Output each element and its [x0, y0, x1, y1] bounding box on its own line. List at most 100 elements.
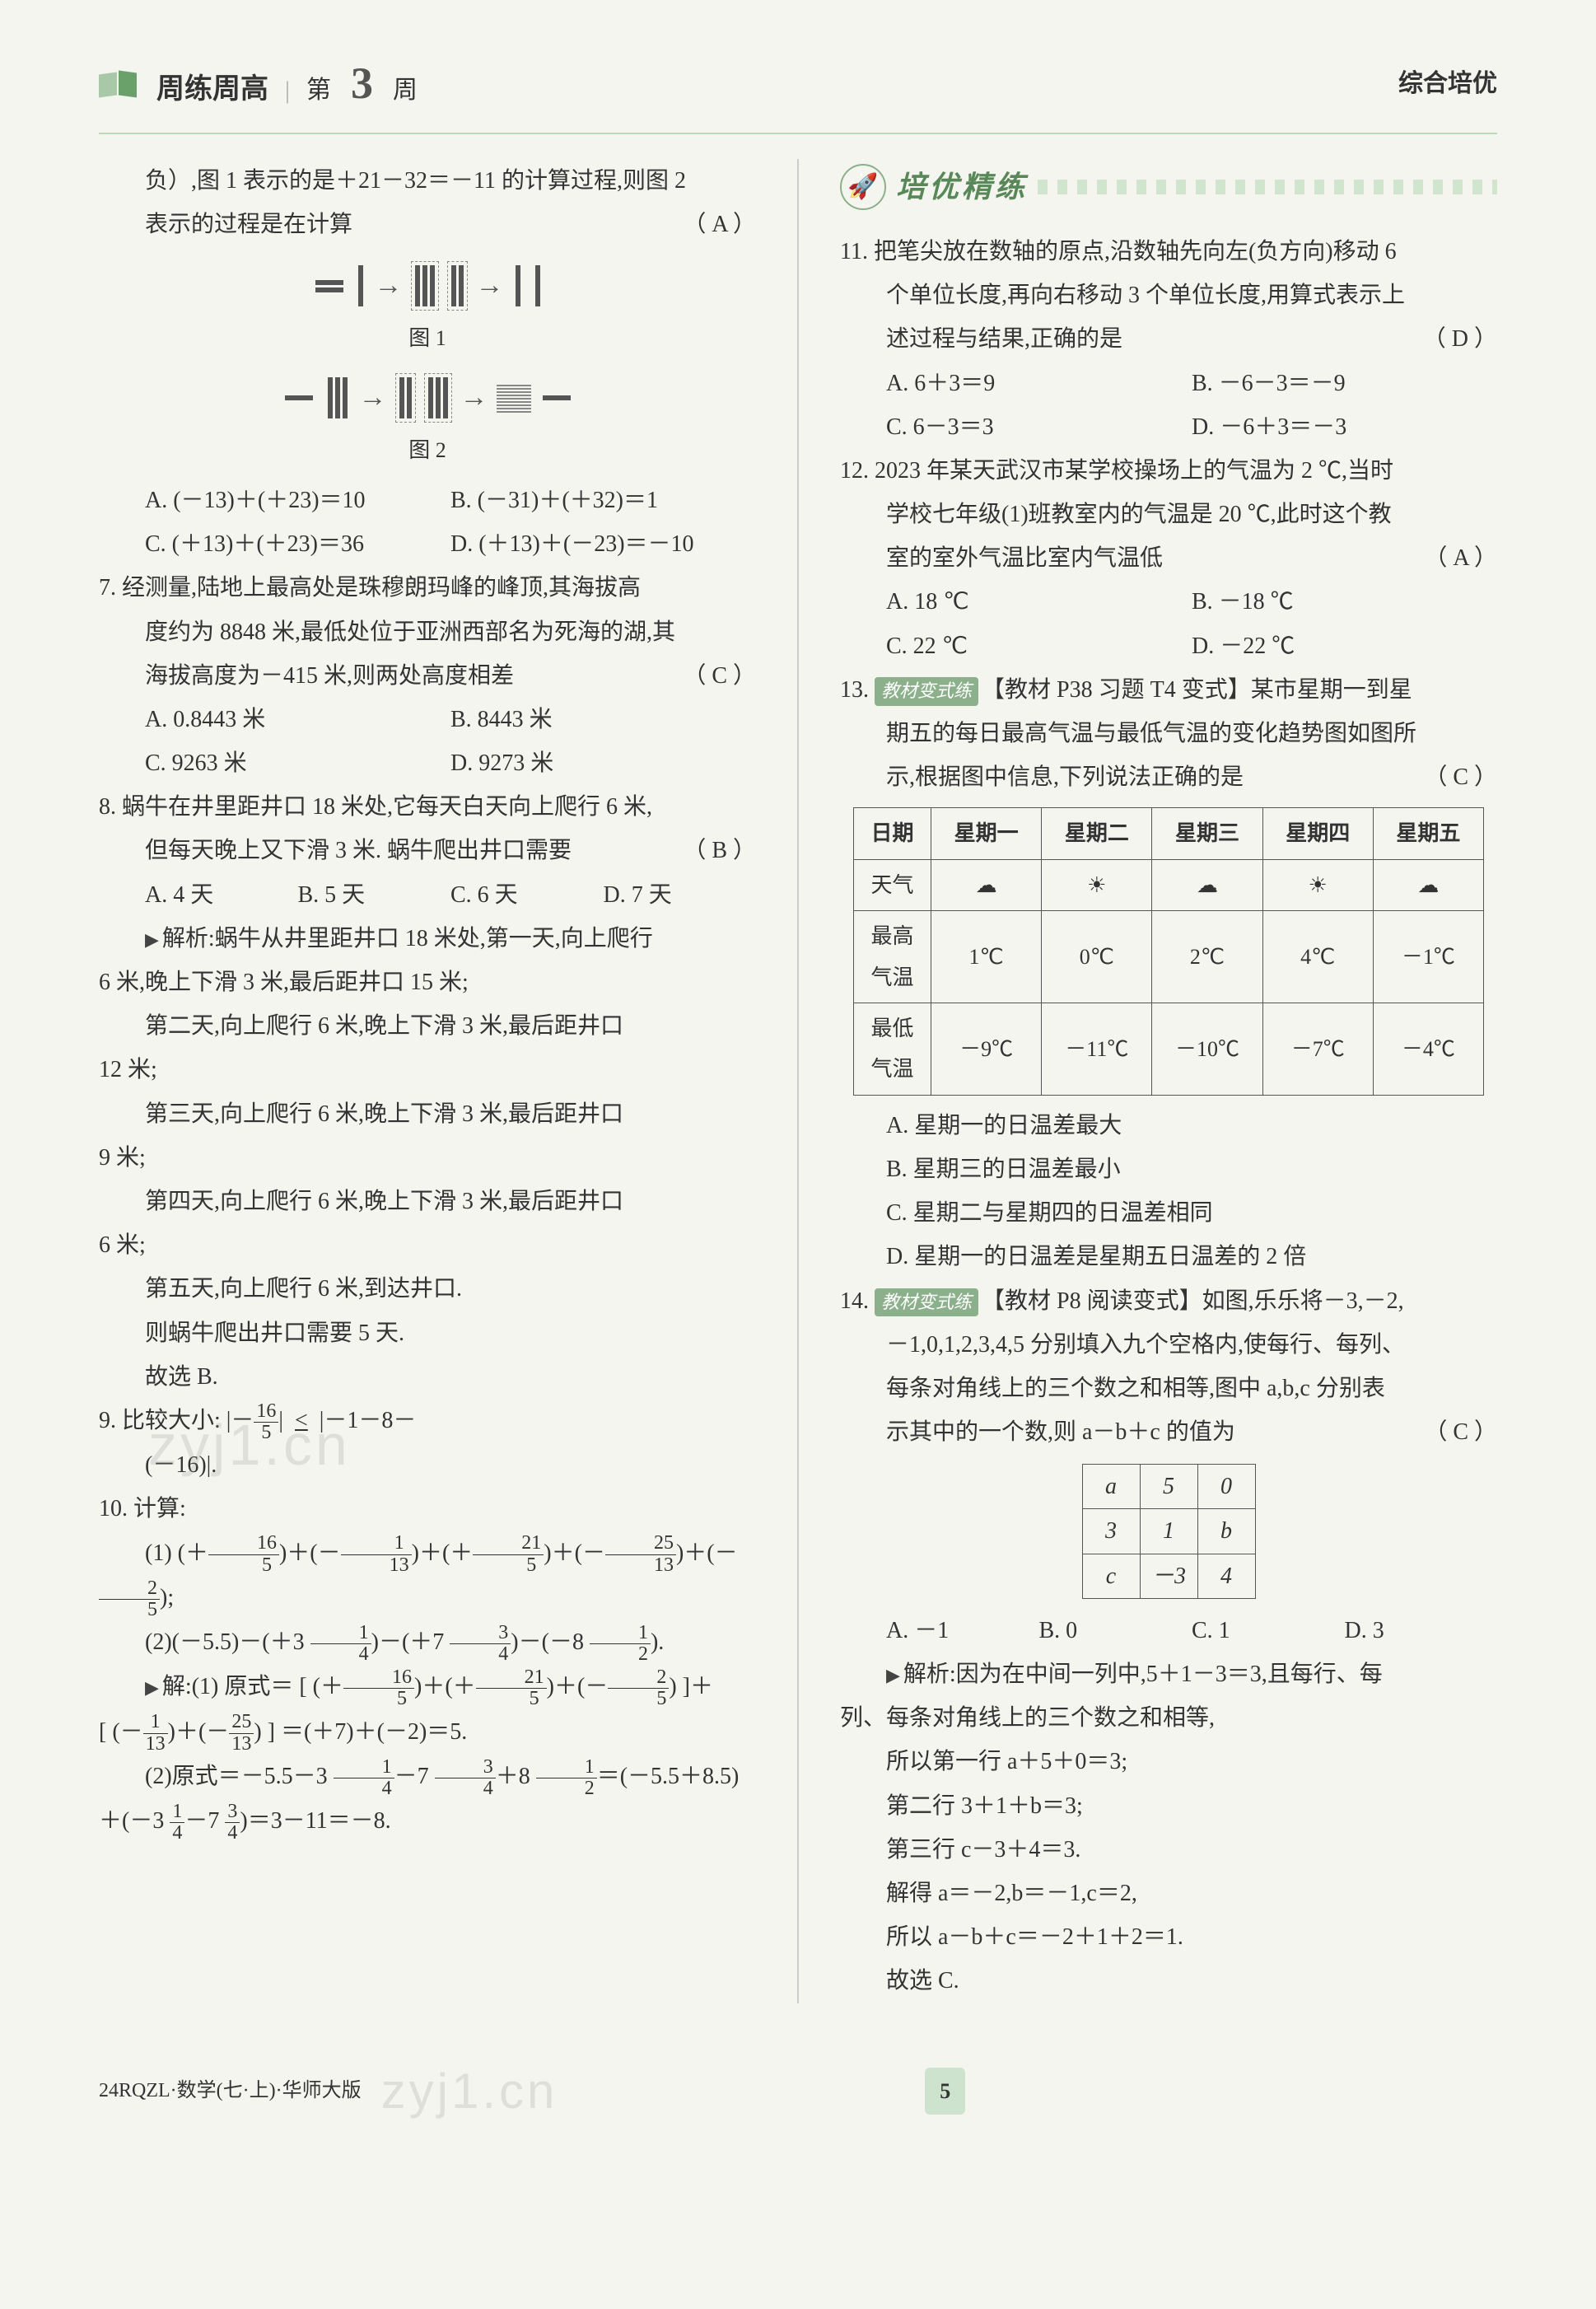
q14-answer: （ C ）	[1378, 1410, 1497, 1454]
cell: c	[1082, 1554, 1140, 1598]
q14-sol-label: 解析:	[903, 1662, 956, 1687]
wx-icon: ☁	[1152, 859, 1262, 910]
q10-p2: (2)(－5.5)－(＋3 14)－(＋7 34)－(－8 12).	[99, 1620, 756, 1665]
q13-src: 【教材 P38 习题 T4 变式】某市星期一到星	[982, 677, 1412, 703]
fig2-label: 图 2	[99, 430, 756, 470]
q11-answer: （ D ）	[1377, 317, 1497, 361]
q13-answer: （ C ）	[1378, 755, 1497, 799]
q11-line1: 11. 把笔尖放在数轴的原点,沿数轴先向左(负方向)移动 6	[840, 230, 1497, 273]
variant-tag: 教材变式练	[875, 1288, 978, 1317]
q10-sol-4: ＋(－3 14－7 34)＝3－11＝－8.	[99, 1799, 756, 1844]
th-d1: 星期一	[931, 808, 1042, 859]
q6-opt-b: B. (－31)＋(＋32)＝1	[450, 479, 756, 522]
q8-s1: 蜗牛从井里距井口 18 米处,第一天,向上爬行	[215, 926, 653, 951]
q10-p1: (1) (＋165)＋(－113)＋(＋215)＋(－2513)＋(－25);	[99, 1531, 756, 1621]
q8-line1: 8. 蜗牛在井里距井口 18 米处,它每天白天向上爬行 6 米,	[99, 785, 756, 829]
q14-line1: 14. 教材变式练【教材 P8 阅读变式】如图,乐乐将－3,－2,	[840, 1279, 1497, 1323]
q14-s7: 所以 a－b＋c＝－2＋1＋2＝1.	[840, 1915, 1497, 1959]
cell: 1	[1140, 1509, 1197, 1554]
q14-opt-b: B. 0	[1039, 1609, 1192, 1652]
section-title: 培优精练	[896, 159, 1028, 215]
row-high-label: 最高 气温	[853, 911, 931, 1003]
q13-opt-b: B. 星期三的日温差最小	[840, 1147, 1497, 1191]
q7-opt-b: B. 8443 米	[450, 698, 756, 741]
cell: 0	[1197, 1465, 1255, 1509]
header-left: 周练周高 | 第 3 周	[99, 41, 418, 126]
q6-answer: （ A ）	[637, 203, 756, 246]
q14-s5: 第三行 c－3＋4＝3.	[840, 1828, 1497, 1872]
weather-table: 日期 星期一 星期二 星期三 星期四 星期五 天气 ☁ ☀ ☁ ☀ ☁ 最高 气…	[853, 807, 1484, 1095]
th-d2: 星期二	[1042, 808, 1152, 859]
q12-line3: 室的室外气温比室内气温低 （ A ）	[840, 536, 1497, 580]
q13-line1: 13. 教材变式练【教材 P38 习题 T4 变式】某市星期一到星	[840, 668, 1497, 712]
q8-line2: 但每天晚上又下滑 3 米. 蜗牛爬出井口需要 （ B ）	[99, 829, 756, 872]
th-d5: 星期五	[1373, 808, 1483, 859]
q11-opt-c: C. 6－3＝3	[886, 405, 1192, 449]
q14-s6: 解得 a＝－2,b＝－1,c＝2,	[840, 1872, 1497, 1915]
q12-answer: （ A ）	[1378, 536, 1497, 580]
cell: 5	[1140, 1465, 1197, 1509]
q7-line3: 海拔高度为－415 米,则两处高度相差 （ C ）	[99, 654, 756, 698]
q8-answer: （ B ）	[637, 829, 756, 872]
q13-opt-a: A. 星期一的日温差最大	[840, 1104, 1497, 1147]
wx-icon: ☀	[1042, 859, 1152, 910]
week-prefix: 第	[306, 67, 331, 114]
section-header: 🚀 培优精练	[840, 159, 1497, 215]
solve-arrow-icon	[145, 1674, 162, 1699]
q7-opt-d: D. 9273 米	[450, 741, 756, 785]
q8-s3: 第二天,向上爬行 6 米,晚上下滑 3 米,最后距井口	[99, 1004, 756, 1048]
lo-cell: －7℃	[1262, 1003, 1373, 1095]
q14-src: 【教材 P8 阅读变式】如图,乐乐将－3,－2,	[982, 1288, 1404, 1314]
cell: b	[1197, 1509, 1255, 1554]
header-divider: |	[285, 67, 290, 114]
q14-stem-tail: 示其中的一个数,则 a－b＋c 的值为	[886, 1419, 1235, 1445]
variant-tag: 教材变式练	[875, 677, 978, 706]
q11-line3: 述过程与结果,正确的是 （ D ）	[840, 317, 1497, 361]
q7-line1: 7. 经测量,陆地上最高处是珠穆朗玛峰的峰顶,其海拔高	[99, 566, 756, 610]
q14-line4: 示其中的一个数,则 a－b＋c 的值为 （ C ）	[840, 1410, 1497, 1454]
hi-cell: －1℃	[1373, 911, 1483, 1003]
q13-opt-c: C. 星期二与星期四的日温差相同	[840, 1191, 1497, 1235]
q8-stem-tail: 但每天晚上又下滑 3 米. 蜗牛爬出井口需要	[145, 838, 572, 863]
q14-line2: －1,0,1,2,3,4,5 分别填入九个空格内,使每行、每列、	[840, 1323, 1497, 1367]
q8-s2: 6 米,晚上下滑 3 米,最后距井口 15 米;	[99, 961, 756, 1004]
q11-stem-tail: 述过程与结果,正确的是	[886, 326, 1122, 352]
q14-opt-a: A. －1	[886, 1609, 1039, 1652]
hi-cell: 1℃	[931, 911, 1042, 1003]
right-column: 🚀 培优精练 11. 把笔尖放在数轴的原点,沿数轴先向左(负方向)移动 6 个单…	[840, 159, 1497, 2003]
row-low-label: 最低 气温	[853, 1003, 931, 1095]
q12-stem-tail: 室的室外气温比室内气温低	[886, 545, 1163, 571]
rocket-icon: 🚀	[840, 164, 886, 210]
header-right: 综合培优	[1398, 60, 1497, 107]
watermark: zyj1.cn	[148, 1391, 351, 1500]
q13-stem-tail: 示,根据图中信息,下列说法正确的是	[886, 764, 1244, 790]
q6-stem-tail: 表示的过程是在计算	[145, 212, 352, 237]
q7-line2: 度约为 8848 米,最低处位于亚洲西部名为死海的湖,其	[99, 610, 756, 654]
q8-opt-b: B. 5 天	[298, 873, 451, 917]
cell: 4	[1197, 1554, 1255, 1598]
q12-opt-c: C. 22 ℃	[886, 624, 1192, 668]
lo-cell: －9℃	[931, 1003, 1042, 1095]
left-column: 负）,图 1 表示的是＋21－32＝－11 的计算过程,则图 2 表示的过程是在…	[99, 159, 756, 2003]
q7-answer: （ C ）	[637, 654, 756, 698]
q11-line2: 个单位长度,再向右移动 3 个单位长度,用算式表示上	[840, 273, 1497, 317]
th-d3: 星期三	[1152, 808, 1262, 859]
q13-num: 13.	[840, 677, 869, 703]
hi-cell: 2℃	[1152, 911, 1262, 1003]
stripes-decoration	[1038, 180, 1497, 194]
cell: a	[1082, 1465, 1140, 1509]
page-header: 周练周高 | 第 3 周 综合培优	[99, 41, 1497, 134]
q6-line1: 负）,图 1 表示的是＋21－32＝－11 的计算过程,则图 2	[99, 159, 756, 203]
q10-sol-3: (2)原式＝－5.5－3 14－7 34＋8 12＝(－5.5＋8.5)	[99, 1755, 756, 1799]
q14-s2: 列、每条对角线上的三个数之和相等,	[840, 1696, 1497, 1740]
arrow-icon	[359, 372, 387, 425]
q12-opt-b: B. －18 ℃	[1192, 580, 1497, 624]
q13-line2: 期五的每日最高气温与最低气温的变化趋势图如图所	[840, 712, 1497, 755]
q14-s1: 因为在中间一列中,5＋1－3＝3,且每行、每	[956, 1662, 1383, 1687]
arrow-icon	[375, 259, 403, 313]
q6-opt-d: D. (＋13)＋(－23)＝－10	[450, 522, 756, 566]
q8-opt-d: D. 7 天	[604, 873, 757, 917]
q8-opt-a: A. 4 天	[145, 873, 298, 917]
page-footer: 24RQZL·数学(七·上)·华师大版 zyj1.cn 5	[99, 2045, 1497, 2138]
q13-line3: 示,根据图中信息,下列说法正确的是 （ C ）	[840, 755, 1497, 799]
